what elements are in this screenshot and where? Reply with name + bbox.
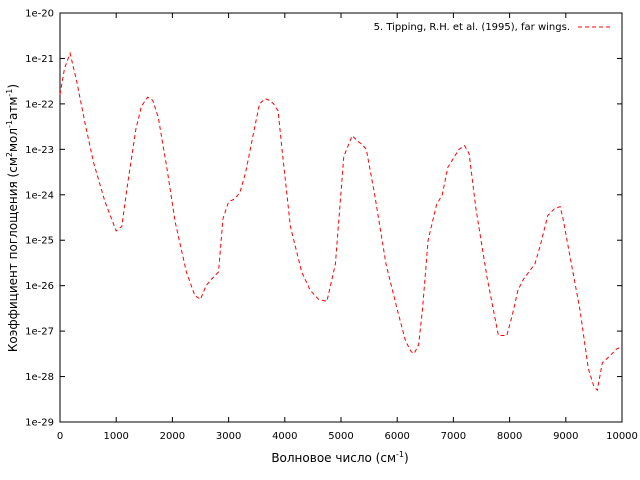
x-axis: 0 1000 2000 3000 4000 5000 6000 7000 8000 9000 100… bbox=[57, 13, 638, 442]
legend: 5. Tipping, R.H. et al. (1995), far wing… bbox=[374, 22, 610, 33]
y-tick-label: 1e-27 bbox=[25, 327, 54, 338]
y-tick-label: 1e-20 bbox=[25, 9, 54, 20]
y-tick-label: 1e-26 bbox=[25, 281, 54, 292]
x-axis-label: Волновое число (см-1) bbox=[271, 450, 408, 465]
x-tick-label: 4000 bbox=[272, 431, 297, 442]
legend-label: 5. Tipping, R.H. et al. (1995), far wing… bbox=[374, 22, 570, 33]
x-tick-label: 1000 bbox=[103, 431, 128, 442]
x-tick-label: 8000 bbox=[497, 431, 522, 442]
series-line bbox=[59, 51, 622, 392]
x-tick-label: 5000 bbox=[328, 431, 353, 442]
x-tick-label: 7000 bbox=[441, 431, 466, 442]
x-tick-label: 2000 bbox=[160, 431, 185, 442]
y-axis: 1e-20 1e-21 1e-22 1e-23 1e-24 1e-25 1e-26 1e-27… bbox=[25, 9, 622, 429]
y-tick-label: 1e-28 bbox=[25, 372, 54, 383]
y-tick-label: 1e-21 bbox=[25, 54, 54, 65]
x-tick-label: 0 bbox=[57, 431, 63, 442]
x-tick-label: 3000 bbox=[216, 431, 241, 442]
x-tick-label: 6000 bbox=[384, 431, 409, 442]
x-tick-label: 10000 bbox=[606, 431, 638, 442]
y-tick-label: 1e-24 bbox=[25, 190, 54, 201]
y-tick-label: 1e-29 bbox=[25, 418, 54, 429]
y-tick-label: 1e-25 bbox=[25, 236, 54, 247]
y-tick-label: 1e-22 bbox=[25, 99, 54, 110]
y-tick-label: 1e-23 bbox=[25, 145, 54, 156]
x-tick-label: 9000 bbox=[553, 431, 578, 442]
plot-frame bbox=[59, 12, 623, 423]
y-axis-label: Коэффициент поглощения (см2мол-1атм-1) bbox=[5, 84, 20, 352]
